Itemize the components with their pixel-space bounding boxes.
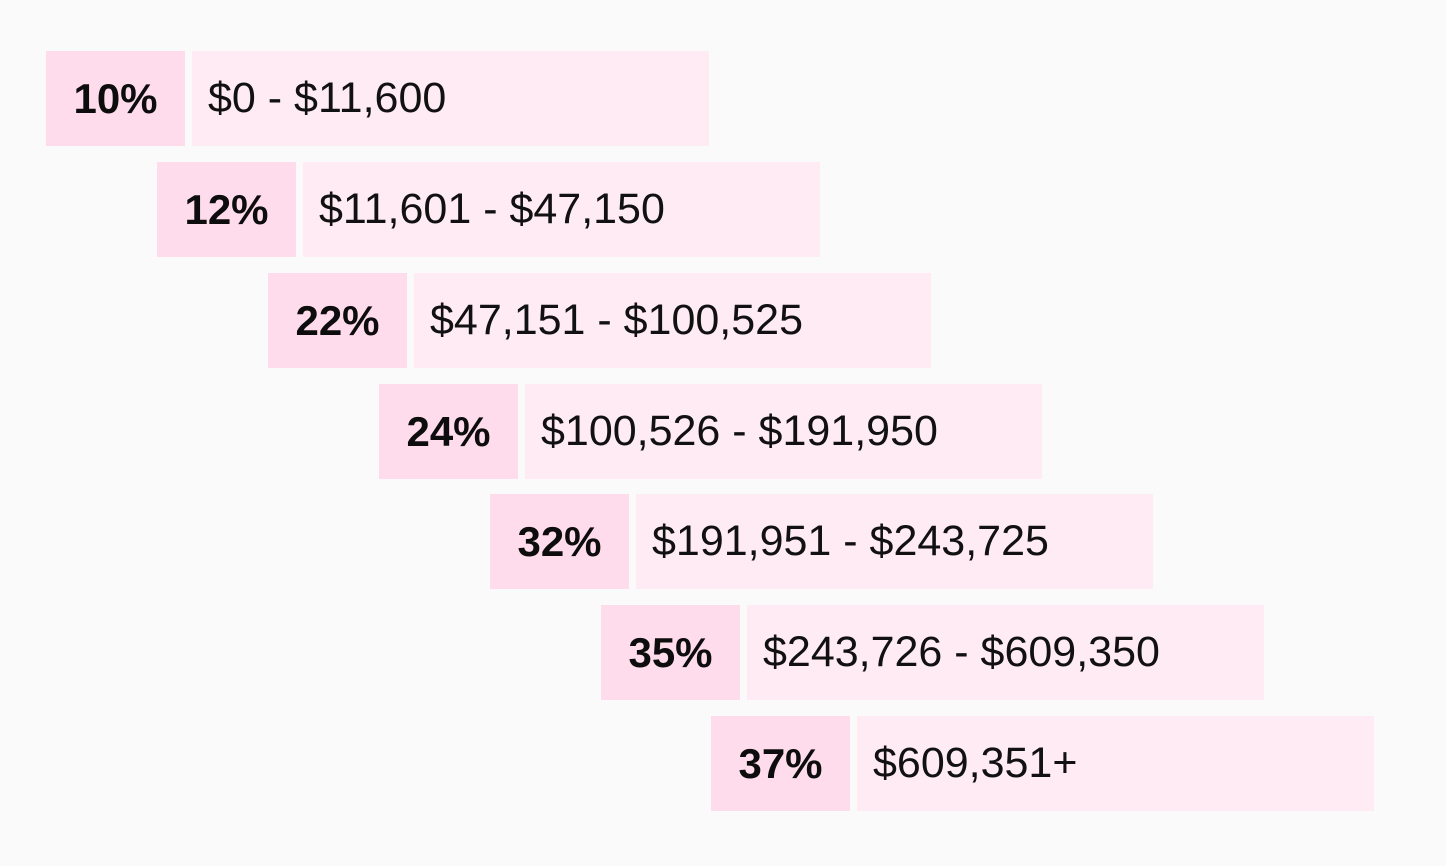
bracket-rate: 35% [601,605,740,700]
bracket-range: $11,601 - $47,150 [303,162,820,257]
bracket-range: $47,151 - $100,525 [414,273,931,368]
bracket-range: $0 - $11,600 [192,51,709,146]
bracket-row-6: 35% $243,726 - $609,350 [601,605,1264,700]
bracket-row-4: 24% $100,526 - $191,950 [379,384,1042,479]
bracket-row-5: 32% $191,951 - $243,725 [490,494,1153,589]
bracket-rate: 32% [490,494,629,589]
bracket-row-1: 10% $0 - $11,600 [46,51,709,146]
bracket-row-2: 12% $11,601 - $47,150 [157,162,820,257]
bracket-range: $100,526 - $191,950 [525,384,1042,479]
bracket-range: $191,951 - $243,725 [636,494,1153,589]
bracket-rate: 22% [268,273,407,368]
bracket-range: $609,351+ [857,716,1374,811]
bracket-rate: 37% [711,716,850,811]
bracket-row-3: 22% $47,151 - $100,525 [268,273,931,368]
bracket-range: $243,726 - $609,350 [747,605,1264,700]
bracket-row-7: 37% $609,351+ [711,716,1374,811]
bracket-rate: 10% [46,51,185,146]
bracket-rate: 24% [379,384,518,479]
bracket-rate: 12% [157,162,296,257]
